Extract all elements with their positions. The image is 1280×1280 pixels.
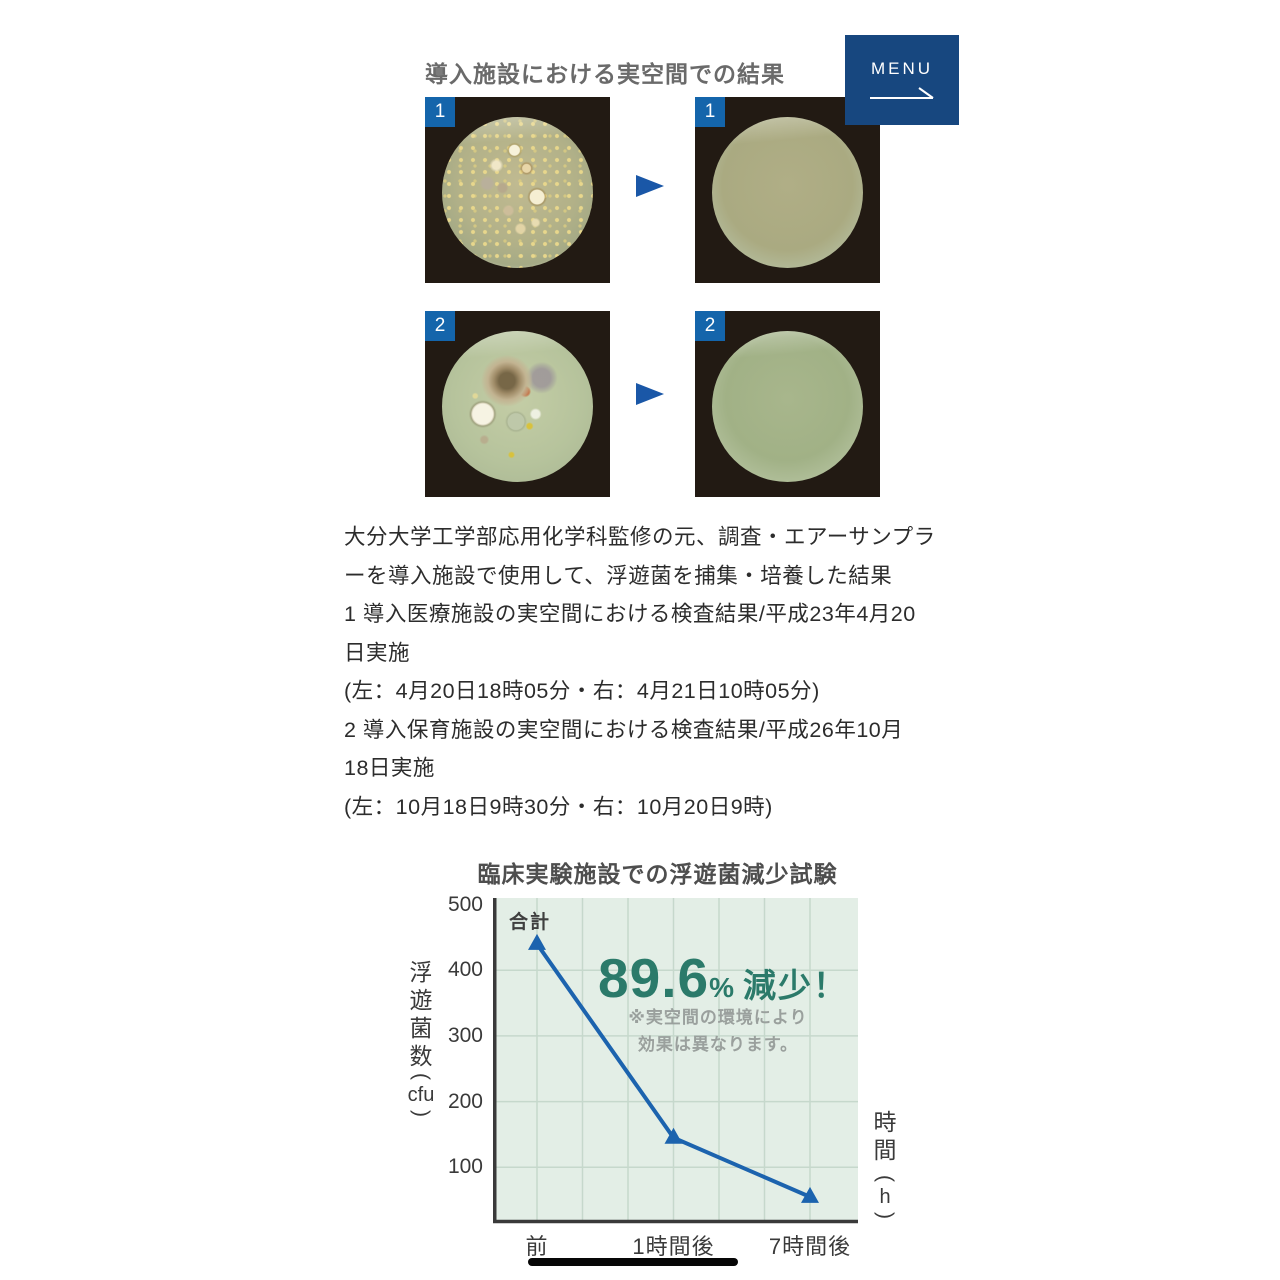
result1-badge: 1 bbox=[425, 97, 455, 127]
result1-badge: 1 bbox=[695, 97, 725, 127]
horizontal-scrollbar[interactable] bbox=[528, 1258, 738, 1266]
arrow-right-icon bbox=[636, 383, 664, 405]
bacteria-reduction-chart: 合計 89.6 % 減少！ ※実空間の環境により 効果は異なります。 500 40… bbox=[448, 893, 858, 1259]
petri-dish-before-2 bbox=[442, 331, 593, 482]
result1-after-image: 1 bbox=[695, 97, 880, 283]
petri-dish-after-2 bbox=[712, 331, 863, 482]
x-axis-title: 時 間 ( h ) bbox=[868, 1108, 902, 1222]
experiment-caption: 大分大学工学部応用化学科監修の元、調査・エアーサンプラ ーを導入施設で使用して、… bbox=[344, 525, 936, 819]
chart-legend: 合計 bbox=[509, 912, 552, 933]
result1-before-image: 1 bbox=[425, 97, 610, 283]
paren-close: ) bbox=[873, 1212, 897, 1219]
petri-dish-after-1 bbox=[712, 117, 863, 268]
x-tick-label: 7時間後 bbox=[768, 1234, 852, 1259]
page-title: 導入施設における実空間での結果 bbox=[425, 61, 785, 87]
reduction-unit: % bbox=[709, 972, 734, 1003]
y-tick-label: 200 bbox=[447, 1089, 483, 1113]
result2-before-image: 2 bbox=[425, 311, 610, 497]
paren-close: ) bbox=[409, 1110, 433, 1117]
y-axis-unit: cfu bbox=[407, 1084, 435, 1106]
y-tick-label: 400 bbox=[447, 958, 483, 982]
x-axis-labels: 前 1時間後 7時間後 bbox=[493, 1229, 858, 1259]
y-tick-label: 300 bbox=[447, 1023, 483, 1047]
y-axis-title: 浮 遊 菌 数 ( cfu ) bbox=[403, 958, 439, 1120]
reduction-suffix: 減少！ bbox=[742, 967, 848, 1004]
paren-open: ( bbox=[873, 1175, 897, 1182]
menu-button-label: MENU bbox=[870, 59, 934, 78]
menu-button[interactable]: MENU bbox=[845, 35, 959, 125]
chart-plot-area bbox=[493, 898, 858, 1224]
result2-badge: 2 bbox=[695, 311, 725, 341]
menu-arrow-icon bbox=[870, 87, 934, 99]
arrow-right-icon bbox=[636, 175, 664, 197]
chart-title: 臨床実験施設での浮遊菌減少試験 bbox=[477, 861, 838, 887]
x-axis-title-text: 時 間 bbox=[873, 1109, 897, 1163]
y-axis-ticks: 500 400 300 200 100 bbox=[431, 893, 483, 1225]
y-tick-label: 100 bbox=[447, 1155, 483, 1179]
x-tick-label: 1時間後 bbox=[632, 1234, 715, 1259]
result2-after-image: 2 bbox=[695, 311, 880, 497]
result2-badge: 2 bbox=[425, 311, 455, 341]
paren-open: ( bbox=[409, 1073, 433, 1080]
reduction-headline: 89.6 % 減少！ bbox=[583, 946, 863, 1010]
x-axis-unit: h bbox=[879, 1186, 891, 1208]
x-tick-label: 前 bbox=[525, 1234, 549, 1259]
petri-dish-before-1 bbox=[442, 117, 593, 268]
chart-note: ※実空間の環境により 効果は異なります。 bbox=[628, 1008, 808, 1054]
y-tick-label: 500 bbox=[447, 892, 483, 916]
reduction-value: 89.6 bbox=[598, 947, 710, 1009]
y-axis-title-text: 浮 遊 菌 数 bbox=[409, 959, 433, 1069]
